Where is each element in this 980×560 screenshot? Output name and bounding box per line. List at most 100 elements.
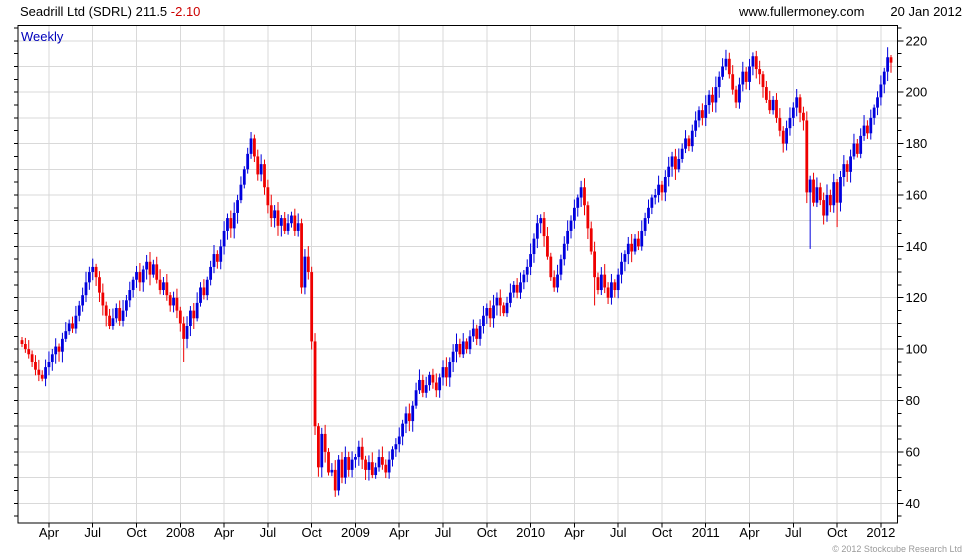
candle-up [418,379,421,391]
candle-up [677,159,681,170]
candle-up [566,230,570,244]
candle-down [431,374,435,383]
candle-up [610,282,613,298]
candle-down [458,343,462,355]
candle-up [482,315,485,327]
candle-down [546,236,549,257]
candle-up [54,346,58,355]
candle-up [414,390,418,406]
candle-down [138,272,142,283]
site-link[interactable]: www.fullermoney.com [738,4,865,19]
candle-up [707,94,711,106]
candle-up [246,153,250,170]
candle-up [44,367,47,379]
axis-layer [14,25,904,528]
candle-down [293,215,297,231]
candle-up [859,135,863,154]
candle-down [364,459,367,470]
candle-up [879,84,883,98]
candle-down [340,459,344,478]
candle-up [162,282,165,291]
candle-up [273,210,277,219]
svg-text:Apr: Apr [214,525,235,540]
candle-down [583,187,586,206]
candle-up [862,125,866,136]
candle-up [172,297,175,306]
date-label: 20 Jan 2012 [890,4,962,19]
candle-up [535,223,539,239]
candle-up [569,220,573,231]
candle-up [572,207,576,221]
candle-up [145,261,149,270]
candle-down [300,223,303,288]
candle-up [717,76,721,88]
candle-down [347,457,351,470]
candle-up [128,290,132,301]
candle-up [704,105,708,118]
candle-down [104,305,108,316]
candle-down [613,282,617,291]
candle-up [455,343,458,352]
candle-up [209,266,213,280]
candle-down [552,277,556,288]
candle-down [269,205,273,219]
candle-up [532,238,536,255]
svg-text:Oct: Oct [652,525,673,540]
candle-down [700,110,704,118]
candle-up [562,243,566,260]
candle-down [855,143,859,154]
candle-down [475,328,479,339]
candle-up [451,351,455,362]
candle-down [764,87,768,100]
candle-up [367,462,371,470]
page-title: Seadrill Ltd (SDRL) 211.5 -2.10 [20,4,200,19]
candle-down [835,182,839,203]
candle-down [327,451,330,473]
svg-text:180: 180 [906,136,928,151]
candle-down [34,361,37,370]
candle-up [286,223,290,231]
candle-up [748,66,751,82]
candle-up [626,243,630,255]
svg-text:140: 140 [906,239,928,254]
candle-down [71,323,74,329]
candle-down [498,297,502,306]
candle-up [643,218,647,231]
candle-up [694,120,698,131]
candle-down [317,426,320,468]
candle-up [670,156,674,167]
candle-down [421,379,425,393]
svg-text:Jul: Jul [435,525,452,540]
candle-up [599,274,603,291]
svg-text:200: 200 [906,85,928,100]
candle-up [404,413,408,424]
candle-up [508,292,512,303]
candle-down [586,205,590,229]
candle-up [424,385,428,393]
candle-down [636,238,640,247]
candle-up [721,66,724,77]
candle-down [175,297,179,311]
candle-down [596,277,600,291]
svg-text:Jul: Jul [610,525,627,540]
candle-up [882,71,886,85]
candle-down [758,69,762,75]
svg-text:40: 40 [906,496,920,511]
candle-up [67,323,71,332]
candle-up [185,326,189,339]
candle-up [512,284,516,293]
candle-up [374,467,378,476]
candle-up [135,272,138,280]
candle-up [852,143,856,157]
candle-up [461,341,465,355]
candle-up [337,459,341,491]
candle-up [576,197,580,208]
candle-up [394,444,398,450]
candle-up [872,107,876,118]
candle-down [828,194,832,206]
candle-up [485,308,489,316]
candle-up [788,117,792,129]
svg-text:2011: 2011 [692,525,720,540]
candle-up [738,84,741,103]
candle-up [354,457,357,460]
